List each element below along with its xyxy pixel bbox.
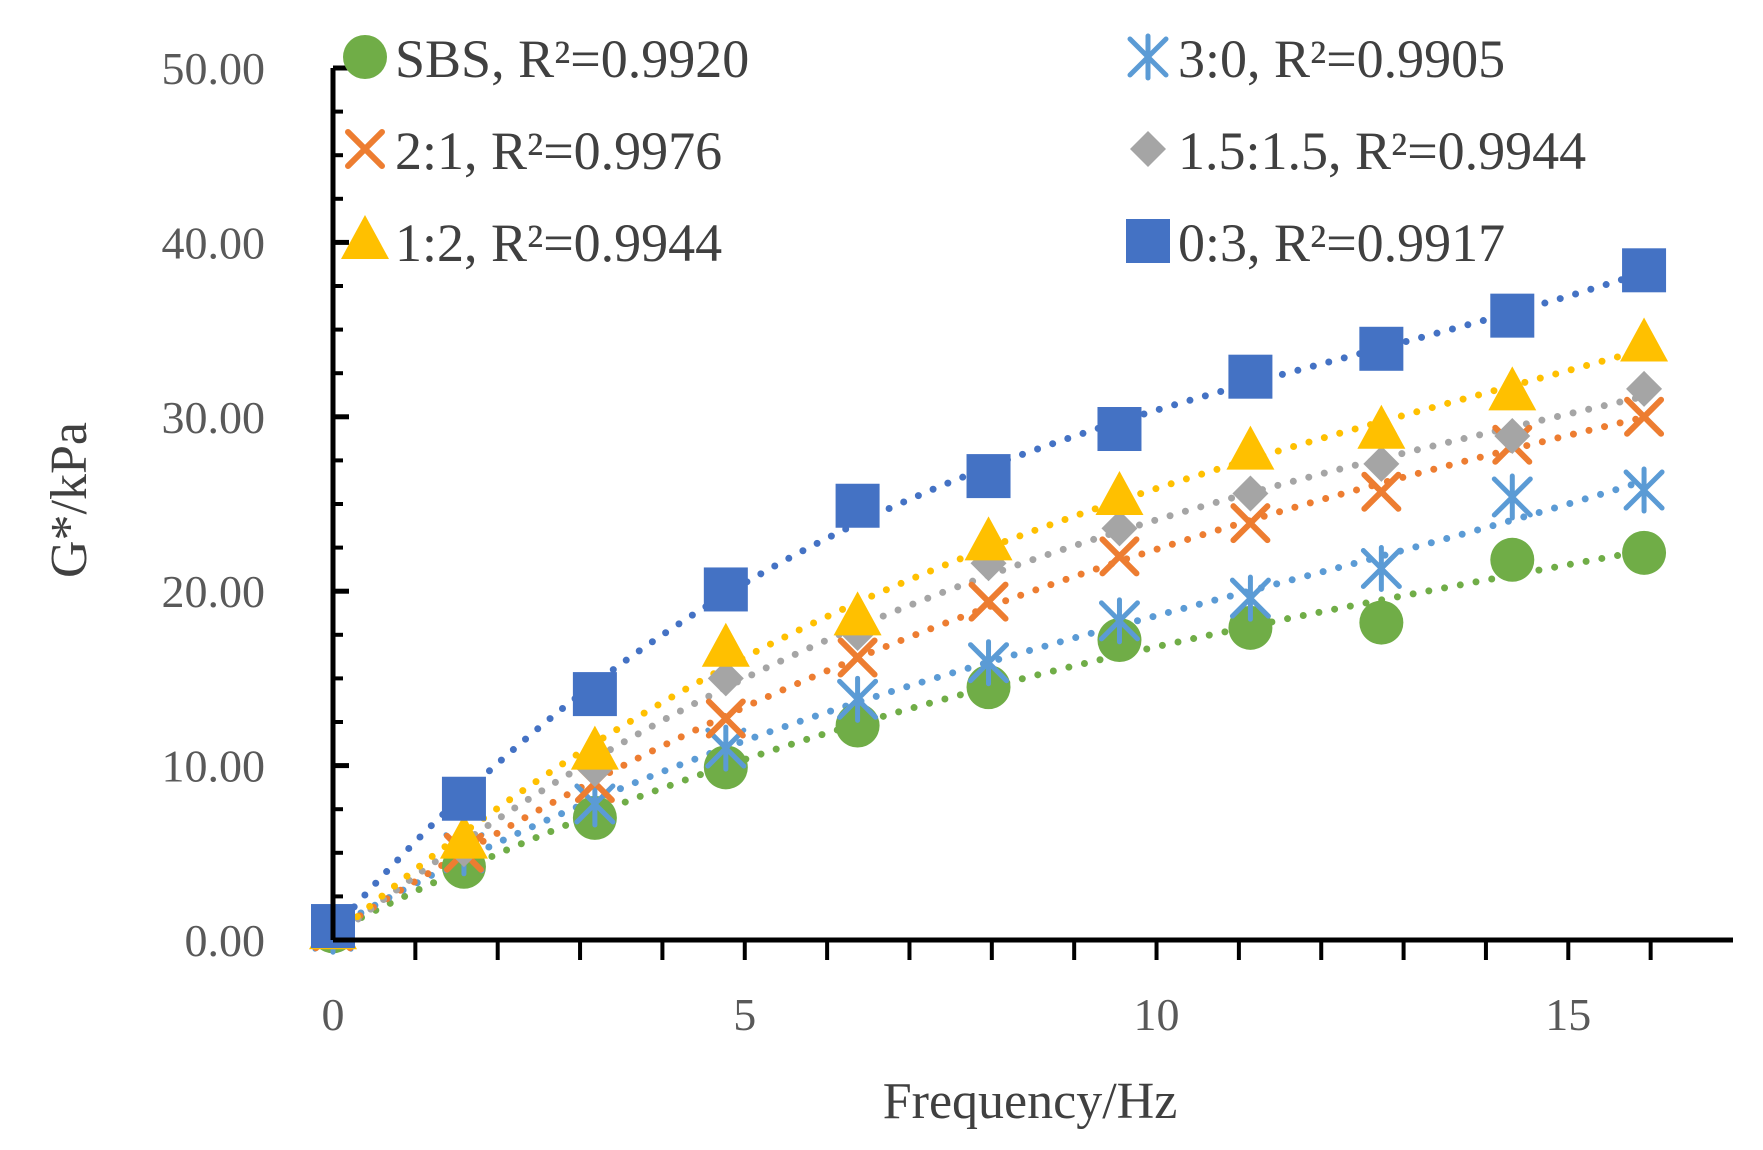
point-1:2 (964, 516, 1013, 561)
legend-marker-3:0 (1127, 33, 1169, 81)
point-3:0 (1623, 466, 1665, 514)
point-3:0 (1491, 473, 1533, 521)
legend-label-2:1: 2:1, R²=0.9976 (395, 121, 722, 181)
legend-marker-SBS (343, 35, 387, 79)
legend-label-1:2: 1:2, R²=0.9944 (395, 213, 722, 273)
point-0:3 (1490, 293, 1535, 338)
legend-marker-2:1 (345, 129, 385, 169)
point-1:2 (1488, 366, 1537, 411)
point-0:3 (1097, 407, 1142, 452)
x-tick-label: 5 (733, 989, 756, 1040)
legend-marker-0:3 (1126, 219, 1170, 263)
point-1:2 (1226, 425, 1275, 470)
point-1:2 (1095, 471, 1144, 516)
point-1.5:1.5 (1232, 475, 1269, 512)
point-SBS (835, 703, 880, 748)
point-SBS (1622, 530, 1667, 575)
tick-labels: 0.00 10.00 20.00 30.00 40.00 50.00 0 5 10 15 (162, 43, 1592, 1040)
point-1.5:1.5 (1101, 510, 1138, 547)
point-1:2 (570, 725, 619, 770)
y-tick-label: 40.00 (162, 217, 266, 268)
y-tick-label: 20.00 (162, 566, 266, 617)
x-axis-title: Frequency/Hz (883, 1073, 1178, 1130)
point-1:2 (1620, 317, 1669, 362)
point-2:1 (968, 581, 1009, 622)
point-0:3 (1228, 354, 1273, 399)
axes (330, 65, 1733, 960)
point-SBS (1359, 600, 1404, 645)
point-0:3 (1359, 326, 1404, 371)
data-points (309, 248, 1669, 955)
point-SBS (1228, 605, 1273, 650)
point-3:0 (1360, 545, 1402, 593)
point-1:2 (833, 591, 882, 636)
point-1.5:1.5 (1363, 445, 1400, 482)
point-0:3 (572, 672, 617, 717)
point-3:0 (837, 675, 879, 723)
legend-label-SBS: SBS, R²=0.9920 (395, 29, 749, 89)
legend-marker-1:2 (341, 215, 389, 259)
point-2:1 (705, 698, 746, 739)
point-SBS (1490, 537, 1535, 582)
point-2:1 (1624, 396, 1665, 437)
point-2:1 (1361, 471, 1402, 512)
point-3:0 (968, 639, 1010, 687)
point-1:2 (1357, 404, 1406, 449)
trendline-0:3 (329, 268, 1648, 935)
y-tick-label: 50.00 (162, 43, 266, 94)
point-0:3 (703, 567, 748, 612)
point-0:3 (441, 776, 486, 821)
legend: SBS, R²=0.9920 3:0, R²=0.9905 2:1, R²=0.99… (341, 29, 1586, 273)
legend-label-3:0: 3:0, R²=0.9905 (1178, 29, 1505, 89)
point-3:0 (1098, 597, 1140, 645)
x-tick-label: 15 (1545, 989, 1591, 1040)
point-0:3 (966, 454, 1011, 499)
point-2:1 (837, 637, 878, 678)
x-tick-label: 10 (1134, 989, 1180, 1040)
x-tick-label: 0 (322, 989, 345, 1040)
legend-label-1.5:1.5: 1.5:1.5, R²=0.9944 (1178, 121, 1586, 181)
point-2:1 (1099, 536, 1140, 577)
point-0:3 (1622, 248, 1667, 293)
y-axis-title: G*/kPa (41, 422, 98, 578)
point-1.5:1.5 (707, 660, 744, 697)
point-0:3 (835, 483, 880, 528)
y-tick-label: 30.00 (162, 392, 266, 443)
legend-label-0:3: 0:3, R²=0.9917 (1178, 213, 1505, 273)
point-1:2 (701, 622, 750, 667)
point-3:0 (1229, 574, 1271, 622)
point-3:0 (705, 724, 747, 772)
point-1.5:1.5 (1626, 370, 1663, 407)
point-2:1 (1230, 503, 1271, 544)
y-tick-label: 0.00 (185, 915, 266, 966)
point-1:2 (439, 814, 488, 859)
legend-marker-1.5:1.5 (1130, 131, 1166, 167)
y-tick-label: 10.00 (162, 741, 266, 792)
point-1.5:1.5 (1494, 417, 1531, 454)
trendline-2:1 (329, 413, 1648, 937)
